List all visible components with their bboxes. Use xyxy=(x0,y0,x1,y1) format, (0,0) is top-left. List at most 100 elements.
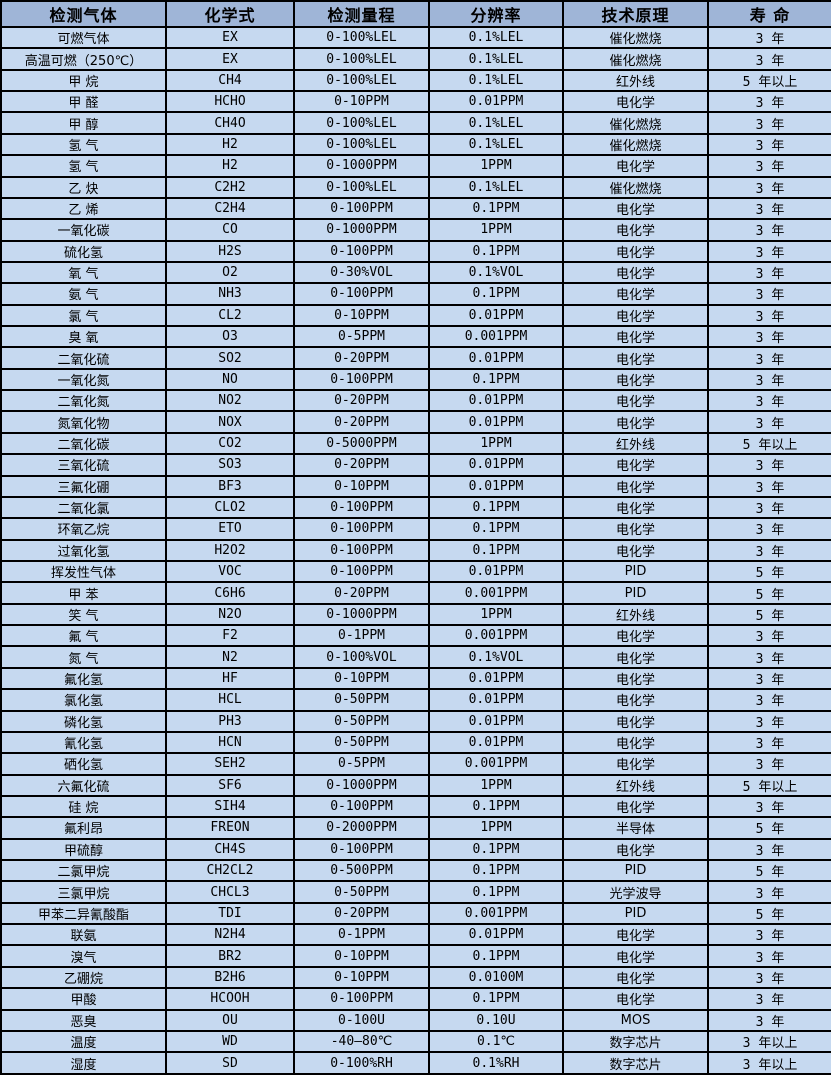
cell-technology: 电化学 xyxy=(562,794,709,819)
column-header-detection-range: 检测量程 xyxy=(293,0,430,28)
cell-lifespan: 3 年 xyxy=(707,688,831,712)
cell-resolution: 0.1%LEL xyxy=(428,25,564,50)
table-row: 氧 气 O2 0-30%VOL 0.1%VOL 电化学 3 年 xyxy=(0,260,831,285)
cell-lifespan: 3 年 xyxy=(707,752,831,776)
cell-resolution: 0.1%LEL xyxy=(428,47,564,71)
cell-detection-range: 0-100PPM xyxy=(293,282,430,306)
cell-lifespan: 5 年 xyxy=(707,559,831,584)
cell-resolution: 0.01PPM xyxy=(428,389,564,413)
cell-gas-name: 氟利昂 xyxy=(0,816,167,840)
cell-lifespan: 3 年 xyxy=(707,303,831,328)
cell-resolution: 1PPM xyxy=(428,431,564,456)
cell-resolution: 0.1PPM xyxy=(428,517,564,541)
table-row: 甲 烷 CH4 0-100%LEL 0.1%LEL 红外线 5 年以上 xyxy=(0,68,831,93)
cell-chemical-formula: CHCL3 xyxy=(165,880,295,904)
cell-technology: 电化学 xyxy=(562,752,709,776)
cell-detection-range: 0-100%LEL xyxy=(293,111,430,135)
cell-resolution: 0.1PPM xyxy=(428,538,564,563)
cell-lifespan: 3 年 xyxy=(707,923,831,947)
table-row: 笑 气 N2O 0-1000PPM 1PPM 红外线 5 年 xyxy=(0,602,831,627)
cell-chemical-formula: O2 xyxy=(165,260,295,285)
cell-technology: 电化学 xyxy=(562,987,709,1011)
cell-gas-name: 二氧化氯 xyxy=(0,495,167,520)
cell-chemical-formula: CH2CL2 xyxy=(165,858,295,883)
cell-chemical-formula: CLO2 xyxy=(165,495,295,520)
cell-resolution: 1PPM xyxy=(428,816,564,840)
cell-gas-name: 高温可燃（250℃） xyxy=(0,47,167,71)
cell-lifespan: 3 年 xyxy=(707,965,831,990)
cell-chemical-formula: C6H6 xyxy=(165,581,295,605)
cell-detection-range: 0-100PPM xyxy=(293,794,430,819)
table-row: 乙硼烷 B2H6 0-10PPM 0.0100M 电化学 3 年 xyxy=(0,965,831,990)
table-row: 甲硫醇 CH4S 0-100PPM 0.1PPM 电化学 3 年 xyxy=(0,837,831,862)
cell-detection-range: 0-20PPM xyxy=(293,581,430,605)
cell-resolution: 0.01PPM xyxy=(428,730,564,755)
cell-detection-range: 0-50PPM xyxy=(293,730,430,755)
cell-chemical-formula: HCHO xyxy=(165,90,295,114)
table-row: 硒化氢 SEH2 0-5PPM 0.001PPM 电化学 3 年 xyxy=(0,752,831,776)
cell-technology: 电化学 xyxy=(562,688,709,712)
cell-technology: 光学波导 xyxy=(562,880,709,904)
cell-chemical-formula: ETO xyxy=(165,517,295,541)
cell-gas-name: 笑 气 xyxy=(0,602,167,627)
cell-lifespan: 5 年 xyxy=(707,858,831,883)
cell-technology: 电化学 xyxy=(562,367,709,392)
table-row: 氟 气 F2 0-1PPM 0.001PPM 电化学 3 年 xyxy=(0,624,831,648)
cell-chemical-formula: N2O xyxy=(165,602,295,627)
cell-gas-name: 氮 气 xyxy=(0,645,167,669)
cell-technology: 电化学 xyxy=(562,196,709,221)
cell-gas-name: 甲苯二异氰酸酯 xyxy=(0,901,167,926)
cell-resolution: 1PPM xyxy=(428,773,564,797)
table-row: 二氧化氮 NO2 0-20PPM 0.01PPM 电化学 3 年 xyxy=(0,389,831,413)
cell-technology: 数字芯片 xyxy=(562,1051,709,1075)
cell-detection-range: 0-100%RH xyxy=(293,1051,430,1075)
cell-lifespan: 3 年 xyxy=(707,111,831,135)
cell-chemical-formula: CH4S xyxy=(165,837,295,862)
cell-resolution: 0.1PPM xyxy=(428,858,564,883)
cell-gas-name: 硅 烷 xyxy=(0,794,167,819)
cell-detection-range: 0-100%LEL xyxy=(293,175,430,199)
cell-resolution: 0.1PPM xyxy=(428,196,564,221)
table-row: 联氨 N2H4 0-1PPM 0.01PPM 电化学 3 年 xyxy=(0,923,831,947)
cell-chemical-formula: BR2 xyxy=(165,944,295,968)
cell-detection-range: 0-100%LEL xyxy=(293,132,430,157)
cell-chemical-formula: NOX xyxy=(165,410,295,434)
table-row: 环氧乙烷 ETO 0-100PPM 0.1PPM 电化学 3 年 xyxy=(0,517,831,541)
cell-detection-range: 0-1000PPM xyxy=(293,154,430,178)
cell-gas-name: 湿度 xyxy=(0,1051,167,1075)
cell-resolution: 0.01PPM xyxy=(428,303,564,328)
table-row: 氰化氢 HCN 0-50PPM 0.01PPM 电化学 3 年 xyxy=(0,730,831,755)
cell-resolution: 0.001PPM xyxy=(428,624,564,648)
cell-technology: 红外线 xyxy=(562,431,709,456)
cell-chemical-formula: C2H4 xyxy=(165,196,295,221)
cell-resolution: 0.1%LEL xyxy=(428,175,564,199)
cell-lifespan: 3 年以上 xyxy=(707,1051,831,1075)
cell-gas-name: 可燃气体 xyxy=(0,25,167,50)
table-row: 甲 醛 HCHO 0-10PPM 0.01PPM 电化学 3 年 xyxy=(0,90,831,114)
cell-technology: 红外线 xyxy=(562,68,709,93)
cell-technology: 半导体 xyxy=(562,816,709,840)
cell-technology: 催化燃烧 xyxy=(562,25,709,50)
cell-technology: 电化学 xyxy=(562,645,709,669)
table-row: 臭 氧 O3 0-5PPM 0.001PPM 电化学 3 年 xyxy=(0,325,831,349)
table-row: 二氯甲烷 CH2CL2 0-500PPM 0.1PPM PID 5 年 xyxy=(0,858,831,883)
table-row: 二氧化氯 CLO2 0-100PPM 0.1PPM 电化学 3 年 xyxy=(0,495,831,520)
cell-detection-range: 0-30%VOL xyxy=(293,260,430,285)
cell-detection-range: 0-20PPM xyxy=(293,453,430,477)
table-row: 过氧化氢 H2O2 0-100PPM 0.1PPM 电化学 3 年 xyxy=(0,538,831,563)
cell-chemical-formula: NO2 xyxy=(165,389,295,413)
column-header-gas-name: 检测气体 xyxy=(0,0,167,28)
cell-chemical-formula: CO xyxy=(165,218,295,242)
cell-technology: PID xyxy=(562,858,709,883)
cell-gas-name: 甲 苯 xyxy=(0,581,167,605)
cell-resolution: 1PPM xyxy=(428,218,564,242)
table-row: 高温可燃（250℃） EX 0-100%LEL 0.1%LEL 催化燃烧 3 年 xyxy=(0,47,831,71)
cell-technology: 催化燃烧 xyxy=(562,175,709,199)
cell-resolution: 0.01PPM xyxy=(428,666,564,691)
cell-gas-name: 一氧化碳 xyxy=(0,218,167,242)
cell-lifespan: 3 年 xyxy=(707,709,831,733)
cell-lifespan: 3 年 xyxy=(707,517,831,541)
cell-gas-name: 氟 气 xyxy=(0,624,167,648)
cell-resolution: 0.1℃ xyxy=(428,1029,564,1054)
